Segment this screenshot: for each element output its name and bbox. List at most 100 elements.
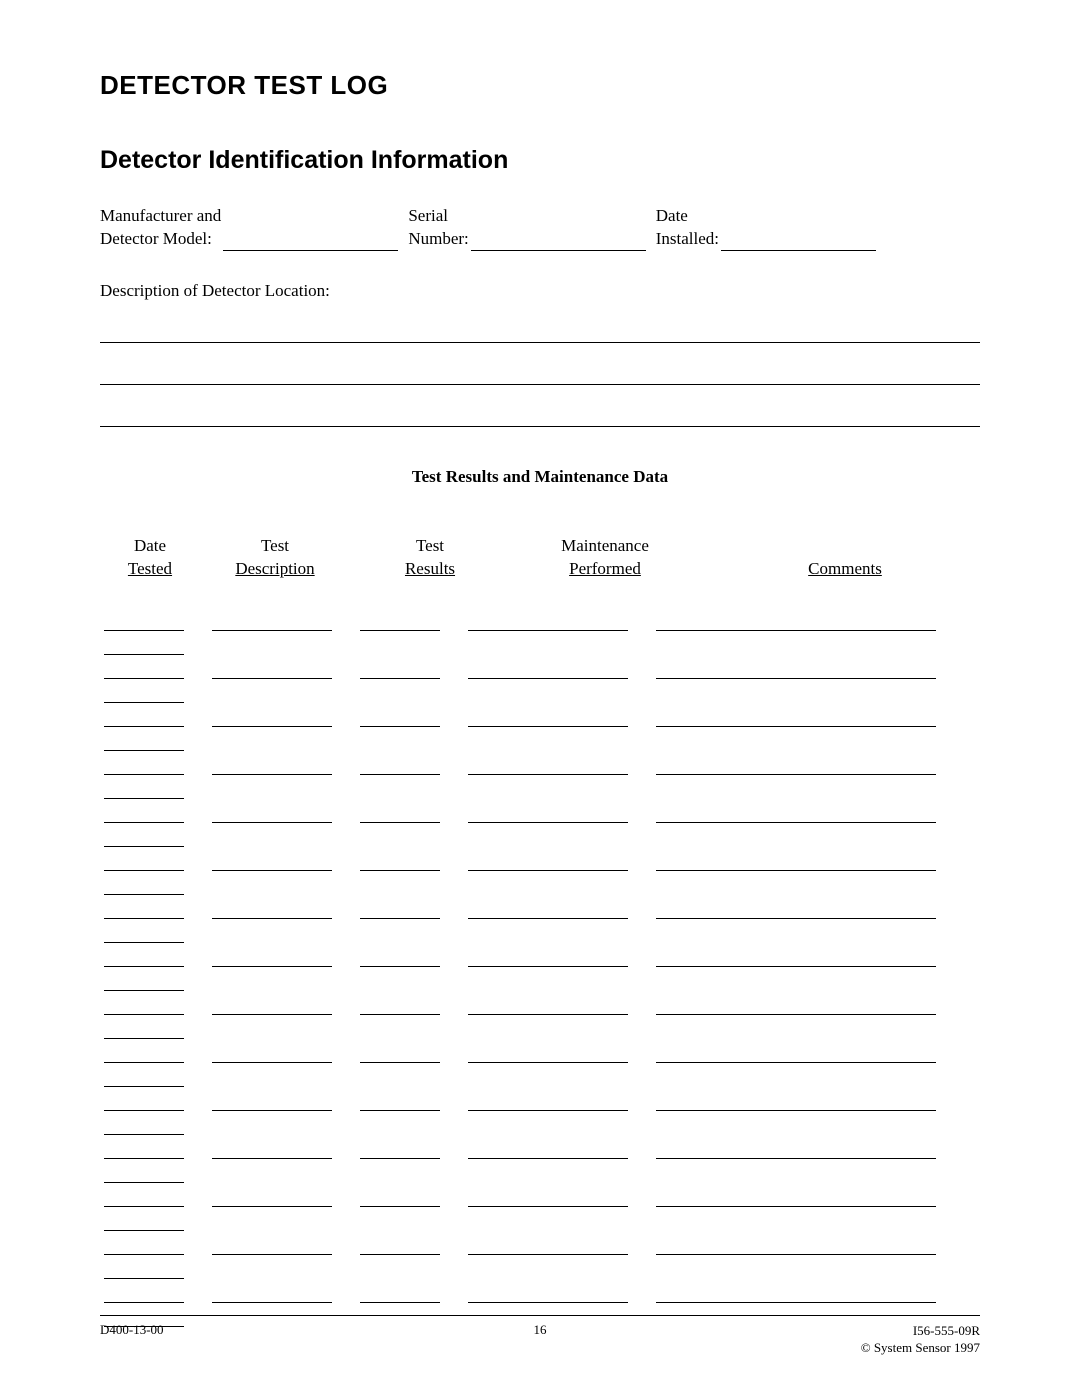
entry-cell[interactable] [360, 657, 440, 679]
entry-cell[interactable] [468, 753, 628, 775]
entry-cell[interactable] [212, 609, 332, 631]
entry-cell[interactable] [212, 705, 332, 727]
entry-cell[interactable] [104, 849, 184, 871]
entry-cell[interactable] [104, 873, 184, 895]
entry-cell[interactable] [468, 945, 628, 967]
entry-cell[interactable] [212, 1089, 332, 1111]
entry-cell[interactable] [468, 1281, 628, 1303]
entry-cell[interactable] [656, 753, 936, 775]
description-input-line[interactable] [100, 341, 980, 343]
date-installed-input-line[interactable] [721, 233, 876, 251]
description-input-line[interactable] [100, 425, 980, 427]
entry-cell[interactable] [360, 1137, 440, 1159]
entry-cell[interactable] [360, 993, 440, 1015]
entry-cell[interactable] [104, 1089, 184, 1111]
entry-cell[interactable] [212, 897, 332, 919]
entry-cell[interactable] [104, 969, 184, 991]
entry-cell[interactable] [104, 609, 184, 631]
entry-cell[interactable] [104, 825, 184, 847]
entry-cell[interactable] [104, 945, 184, 967]
entry-cell[interactable] [468, 993, 628, 1015]
entry-cell[interactable] [104, 1041, 184, 1063]
manufacturer-input-line[interactable] [223, 233, 398, 251]
entry-cell[interactable] [656, 1137, 936, 1159]
table-row [100, 1281, 980, 1303]
entry-cell[interactable] [104, 1137, 184, 1159]
entry-cell[interactable] [656, 1041, 936, 1063]
entry-cell[interactable] [212, 753, 332, 775]
entry-cell[interactable] [656, 1281, 936, 1303]
entry-cell[interactable] [104, 633, 184, 655]
entry-cell[interactable] [656, 993, 936, 1015]
entry-cell[interactable] [104, 1161, 184, 1183]
entry-cell[interactable] [104, 1209, 184, 1231]
entry-cell[interactable] [104, 657, 184, 679]
entry-cell[interactable] [468, 849, 628, 871]
entry-cell[interactable] [468, 1041, 628, 1063]
entry-cell[interactable] [360, 753, 440, 775]
entry-cell[interactable] [104, 1113, 184, 1135]
entry-cell[interactable] [360, 849, 440, 871]
entry-cell[interactable] [104, 921, 184, 943]
entry-cell[interactable] [656, 1089, 936, 1111]
entry-cell[interactable] [104, 753, 184, 775]
entry-cell[interactable] [104, 897, 184, 919]
entry-cell[interactable] [468, 705, 628, 727]
entry-cell[interactable] [360, 1089, 440, 1111]
entry-cell[interactable] [360, 801, 440, 823]
entry-cell[interactable] [104, 1233, 184, 1255]
entry-cell[interactable] [656, 609, 936, 631]
entry-cell[interactable] [468, 609, 628, 631]
entry-cell[interactable] [360, 897, 440, 919]
entry-cell[interactable] [212, 945, 332, 967]
entry-cell[interactable] [104, 729, 184, 751]
entry-cell [656, 969, 936, 991]
entry-cell[interactable] [360, 705, 440, 727]
entry-cell[interactable] [360, 1233, 440, 1255]
entry-cell[interactable] [104, 681, 184, 703]
entry-cell[interactable] [360, 1041, 440, 1063]
entry-cell[interactable] [656, 1185, 936, 1207]
entry-cell[interactable] [656, 1233, 936, 1255]
entry-cell[interactable] [656, 801, 936, 823]
entry-cell[interactable] [468, 1089, 628, 1111]
entry-cell[interactable] [360, 1185, 440, 1207]
entry-cell[interactable] [212, 849, 332, 871]
entry-cell[interactable] [104, 1065, 184, 1087]
entry-cell[interactable] [468, 1185, 628, 1207]
entry-cell[interactable] [656, 897, 936, 919]
serial-input-line[interactable] [471, 233, 646, 251]
entry-cell[interactable] [656, 849, 936, 871]
entry-cell[interactable] [468, 801, 628, 823]
entry-cell[interactable] [468, 1233, 628, 1255]
table-row [100, 657, 980, 679]
entry-cell[interactable] [212, 801, 332, 823]
entry-cell[interactable] [212, 1233, 332, 1255]
entry-cell[interactable] [656, 945, 936, 967]
entry-cell[interactable] [104, 1257, 184, 1279]
entry-cell[interactable] [656, 705, 936, 727]
entry-cell[interactable] [212, 1281, 332, 1303]
entry-cell[interactable] [360, 945, 440, 967]
entry-cell[interactable] [212, 657, 332, 679]
entry-cell[interactable] [104, 1281, 184, 1303]
entry-cell[interactable] [468, 657, 628, 679]
entry-cell[interactable] [104, 1017, 184, 1039]
entry-cell [360, 1161, 440, 1183]
entry-cell[interactable] [212, 1041, 332, 1063]
entry-cell[interactable] [656, 657, 936, 679]
entry-cell[interactable] [104, 1185, 184, 1207]
entry-cell[interactable] [212, 1185, 332, 1207]
entry-cell[interactable] [104, 777, 184, 799]
entry-cell[interactable] [212, 1137, 332, 1159]
entry-cell[interactable] [468, 897, 628, 919]
entry-cell[interactable] [104, 705, 184, 727]
description-input-line[interactable] [100, 383, 980, 385]
table-row [100, 1089, 980, 1111]
entry-cell[interactable] [360, 1281, 440, 1303]
entry-cell[interactable] [360, 609, 440, 631]
entry-cell[interactable] [212, 993, 332, 1015]
entry-cell[interactable] [104, 801, 184, 823]
entry-cell[interactable] [468, 1137, 628, 1159]
entry-cell[interactable] [104, 993, 184, 1015]
